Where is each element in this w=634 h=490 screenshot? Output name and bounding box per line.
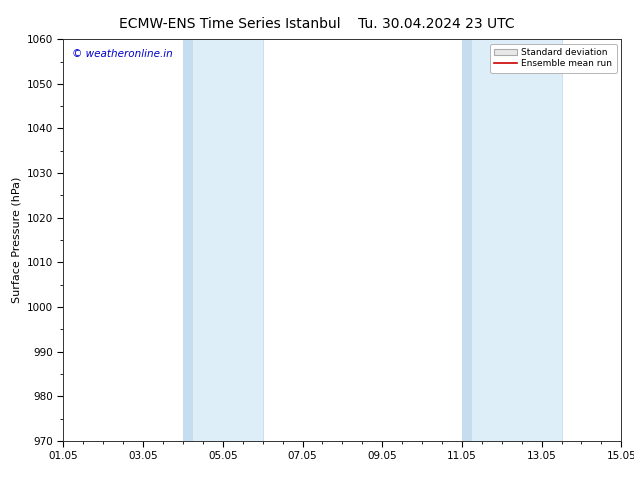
Text: ECMW-ENS Time Series Istanbul    Tu. 30.04.2024 23 UTC: ECMW-ENS Time Series Istanbul Tu. 30.04.… [119, 17, 515, 31]
Bar [183, 39, 262, 441]
Bar [183, 39, 193, 441]
Y-axis label: Surface Pressure (hPa): Surface Pressure (hPa) [11, 177, 21, 303]
Bar [462, 39, 562, 441]
Text: © weatheronline.in: © weatheronline.in [72, 49, 172, 59]
Legend: Standard deviation, Ensemble mean run: Standard deviation, Ensemble mean run [489, 44, 617, 73]
Bar [462, 39, 472, 441]
